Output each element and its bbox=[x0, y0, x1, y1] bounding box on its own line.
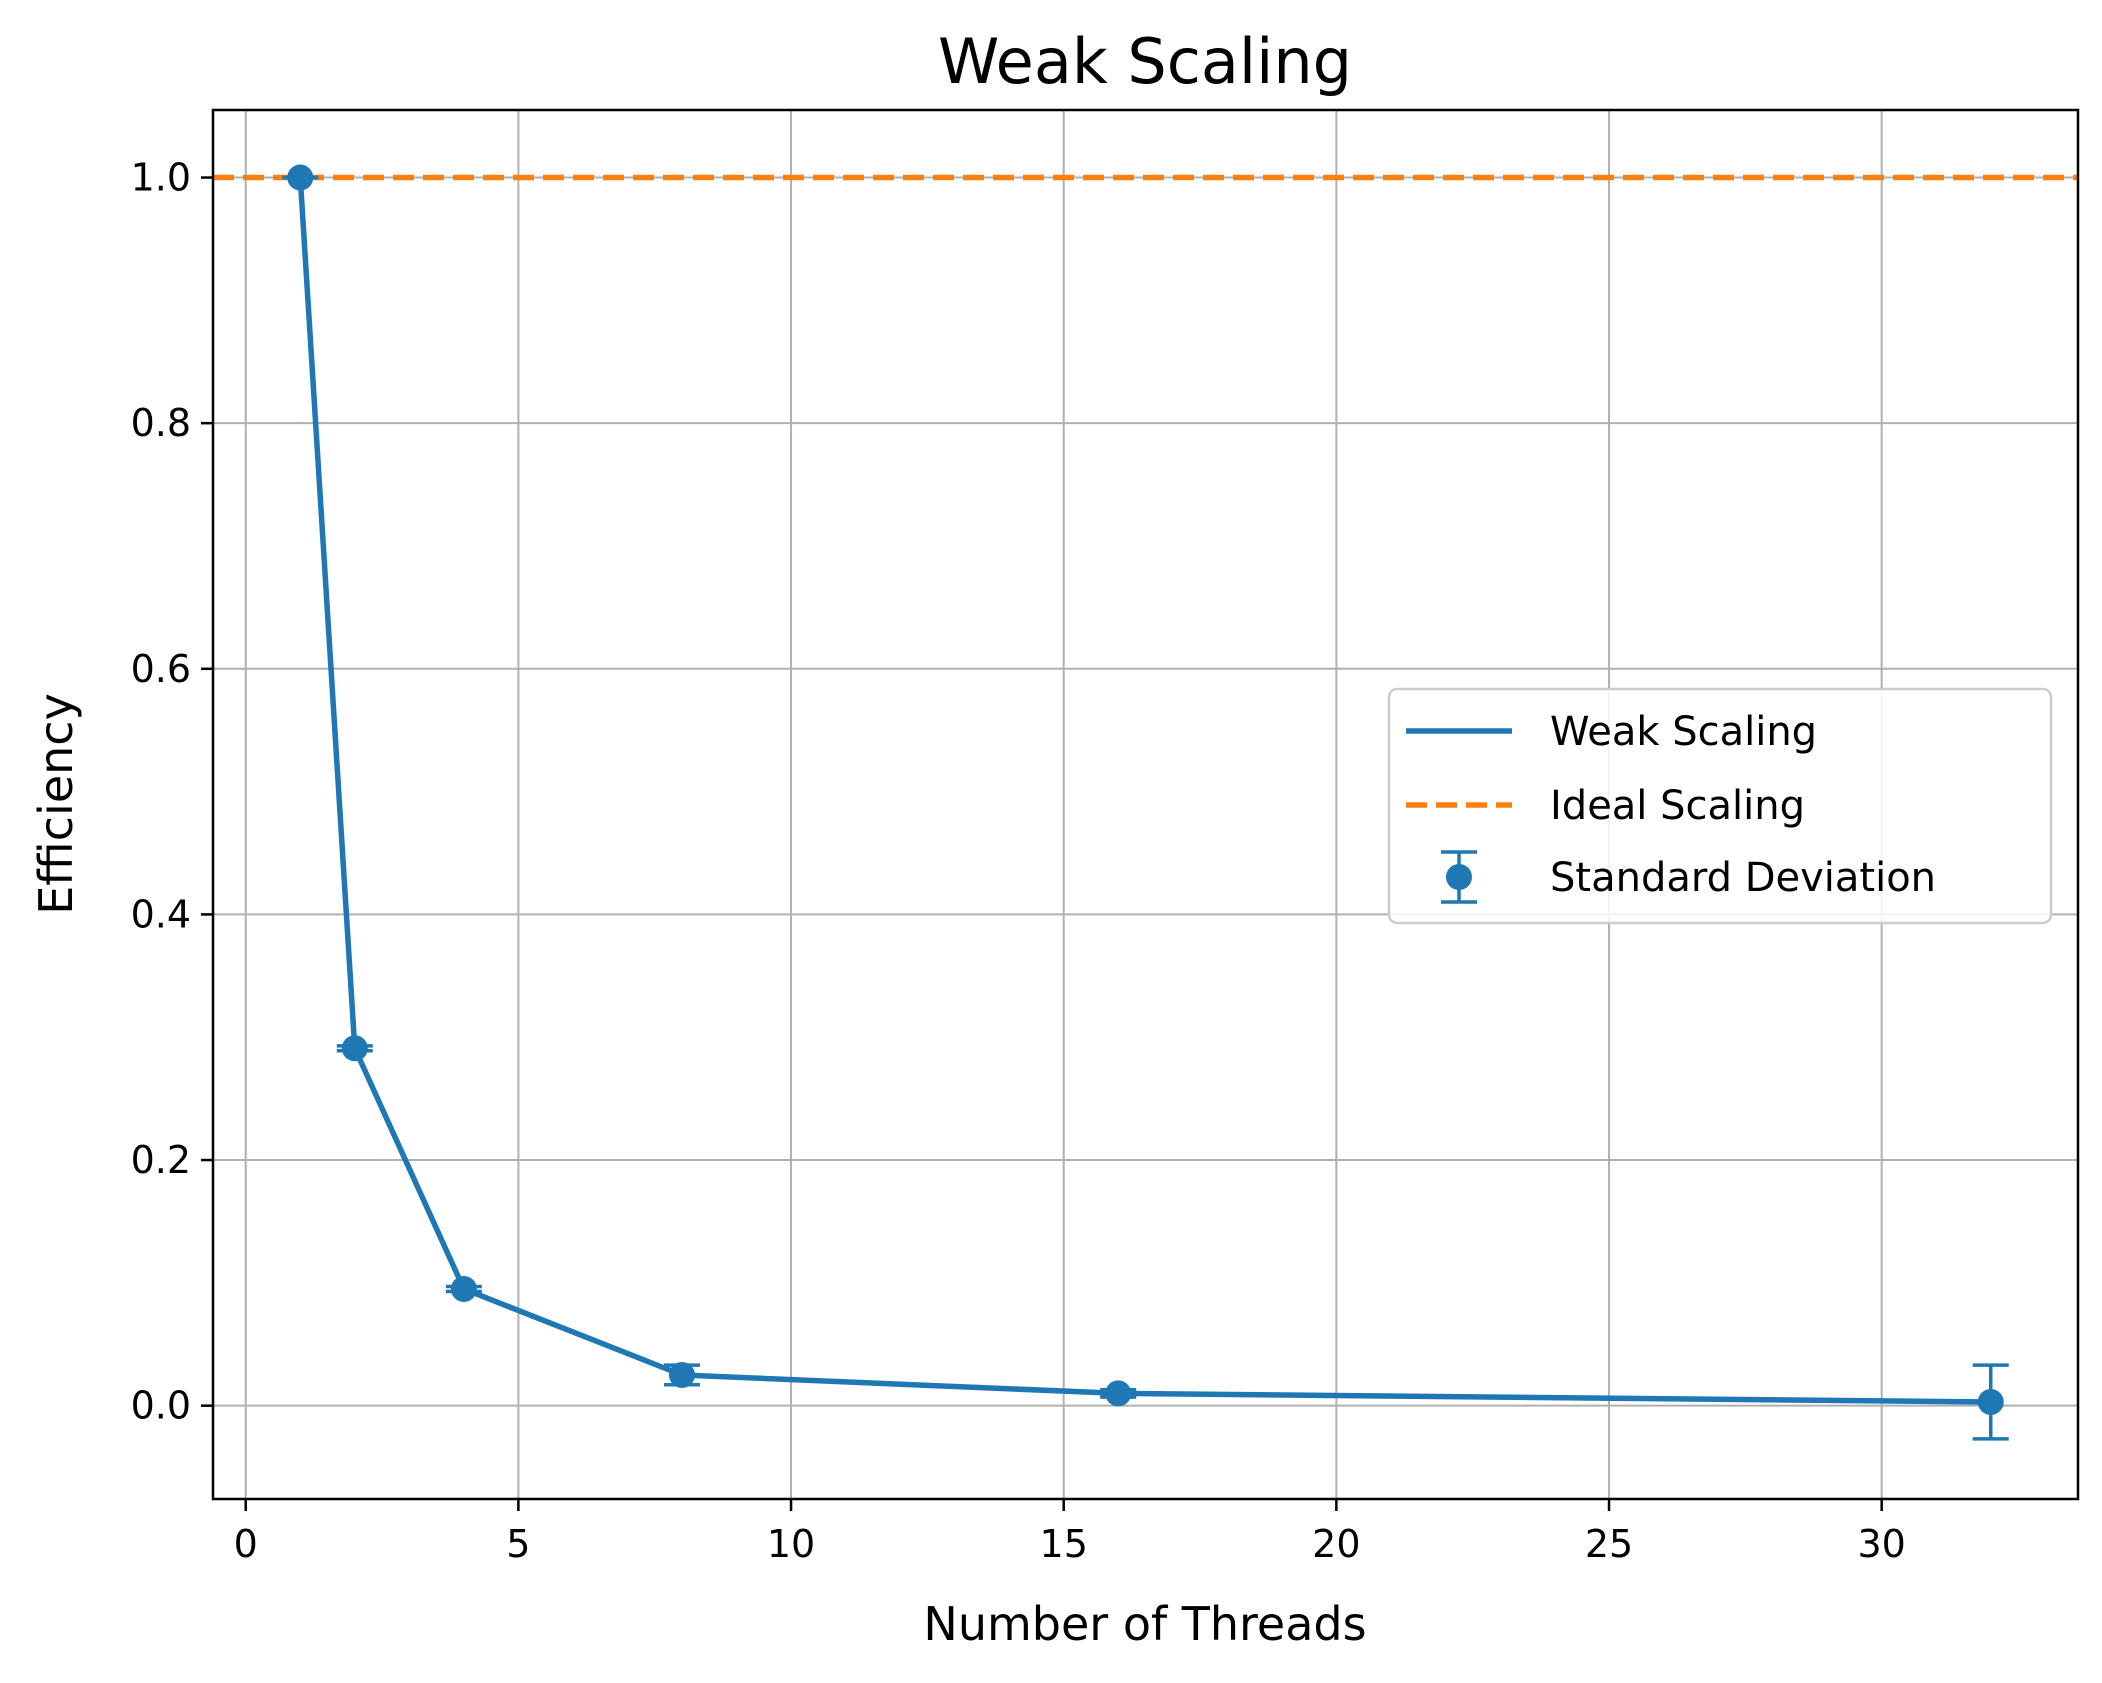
y-tick-label: 0.4 bbox=[131, 892, 191, 936]
x-tick-label: 15 bbox=[1040, 1522, 1088, 1566]
data-point-marker bbox=[668, 1361, 695, 1388]
x-tick-label: 25 bbox=[1585, 1522, 1633, 1566]
legend-ideal-scaling-label: Ideal Scaling bbox=[1550, 783, 1805, 829]
legend-standard-deviation-swatch bbox=[1441, 850, 1477, 904]
x-tick-label: 30 bbox=[1858, 1522, 1906, 1566]
axis-ticks: 0 5 10 15 20 25 30 0.0 0.2 0.4 0.6 0.8 1.0 bbox=[131, 156, 1906, 1566]
y-tick-label: 0.2 bbox=[131, 1138, 191, 1182]
legend-standard-deviation-label: Standard Deviation bbox=[1550, 855, 1936, 901]
x-tick-label: 0 bbox=[234, 1522, 258, 1566]
weak-scaling-line bbox=[297, 177, 1991, 1405]
y-tick-label: 0.0 bbox=[131, 1384, 191, 1428]
x-tick-label: 10 bbox=[767, 1522, 815, 1566]
data-point-marker bbox=[341, 1035, 368, 1062]
chart-title: Weak Scaling bbox=[938, 25, 1352, 98]
legend-box bbox=[1387, 687, 2053, 925]
legend: Weak Scaling Ideal Scaling Standard Devi… bbox=[1387, 687, 2053, 925]
legend-weak-scaling-label: Weak Scaling bbox=[1550, 709, 1817, 755]
y-tick-label: 0.6 bbox=[131, 647, 191, 691]
data-point-marker bbox=[1977, 1388, 2004, 1415]
data-point-marker bbox=[287, 164, 314, 191]
data-point-marker bbox=[450, 1275, 477, 1302]
y-tick-label: 0.8 bbox=[131, 401, 191, 445]
x-tick-label: 20 bbox=[1312, 1522, 1360, 1566]
x-tick-label: 5 bbox=[506, 1522, 530, 1566]
y-axis-title: Efficiency bbox=[29, 693, 83, 915]
series-layer bbox=[213, 164, 2078, 1441]
x-axis-title: Number of Threads bbox=[923, 1597, 1366, 1651]
data-point-marker bbox=[1105, 1380, 1132, 1407]
y-tick-label: 1.0 bbox=[131, 156, 191, 200]
plot-frame bbox=[211, 108, 2080, 1501]
